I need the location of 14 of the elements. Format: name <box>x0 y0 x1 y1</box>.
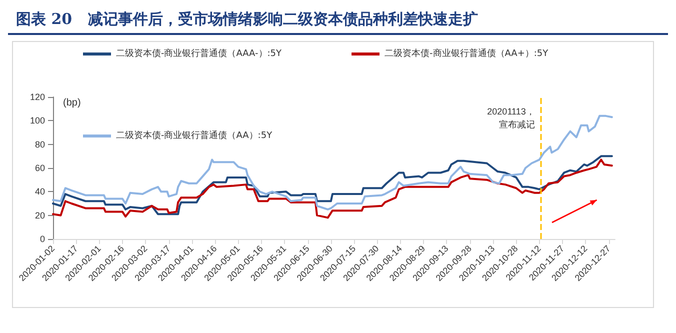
y-tick-label: 60 <box>34 163 45 173</box>
legend-label: 二级资本债-商业银行普通债（AA+）:5Y <box>384 48 549 59</box>
y-tick-label: 40 <box>34 186 45 197</box>
y-tick-label: 20 <box>34 210 45 220</box>
ref-line-label: 20201113，宣布减记 <box>487 106 535 130</box>
chart-title: 图表 20 减记事件后，受市场情绪影响二级资本债品种利差快速走扩 <box>8 8 668 35</box>
legend-label: 二级资本债-商业银行普通债（AAA-）:5Y <box>116 48 282 59</box>
y-tick-label: 0 <box>40 234 45 244</box>
y-tick-label: 100 <box>30 116 45 126</box>
y-axis-title: (bp) <box>63 98 81 108</box>
line-series <box>52 114 613 210</box>
legend-label: 二级资本债-商业银行普通债（AA）:5Y <box>116 130 273 141</box>
y-tick-label: 120 <box>30 92 45 102</box>
y-tick-label: 80 <box>34 139 45 150</box>
